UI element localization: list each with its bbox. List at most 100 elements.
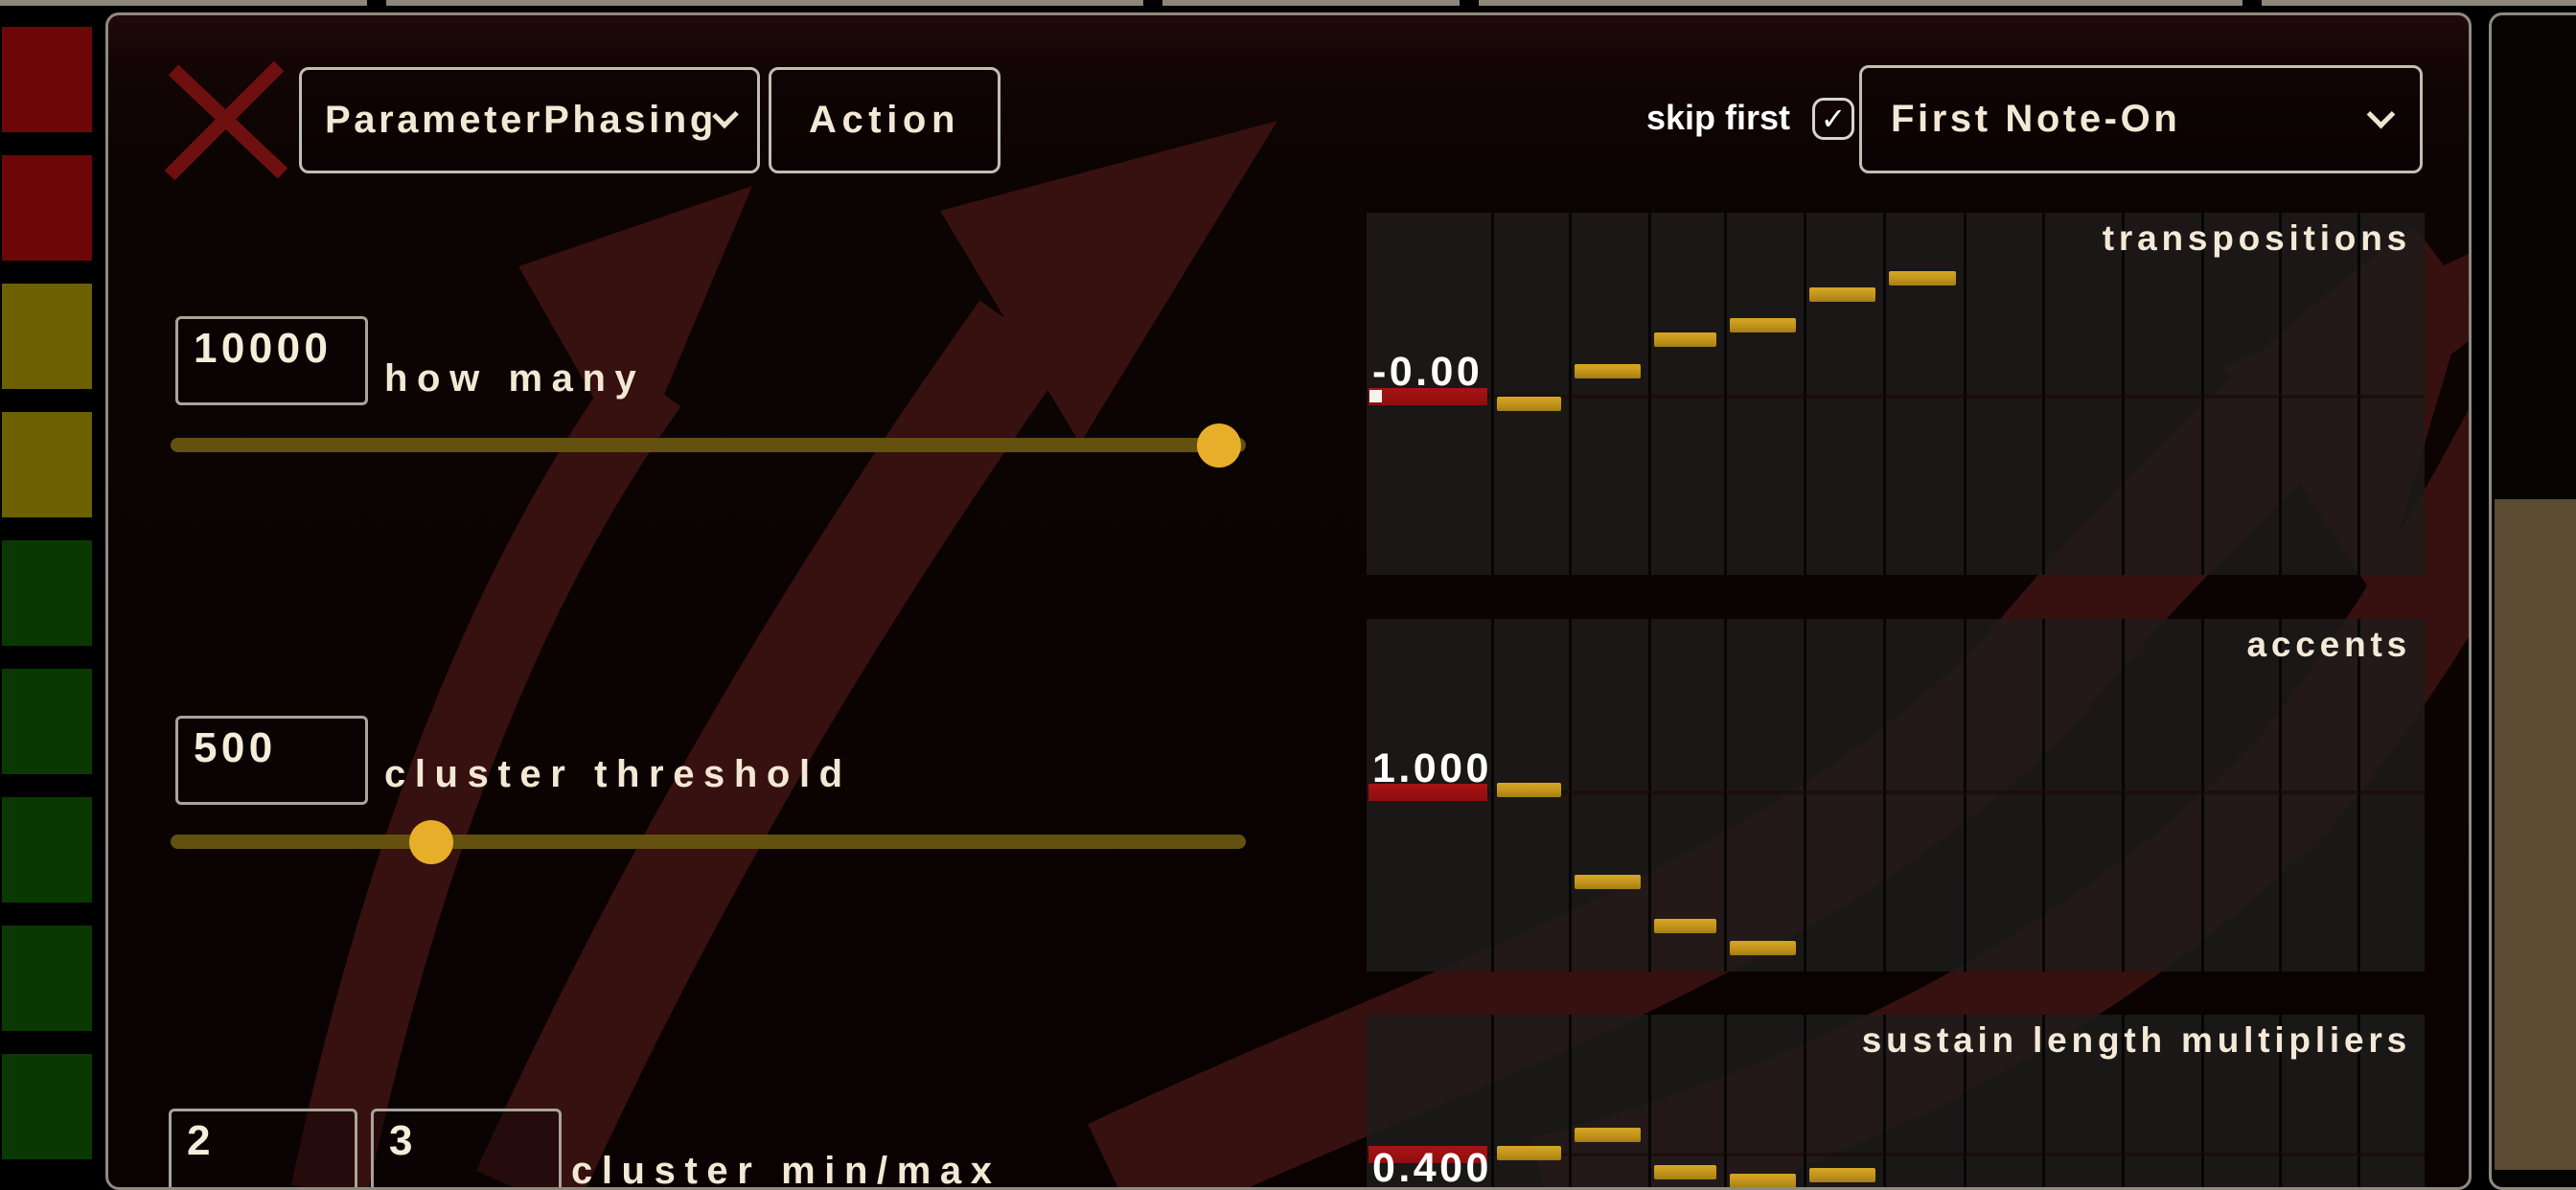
slider-knob[interactable] — [1196, 423, 1241, 468]
chart-first-value: 1.000 — [1372, 745, 1492, 791]
chart-gridline — [1491, 1015, 1495, 1187]
right-neighbor-window — [2489, 12, 2576, 1190]
chart-gridline — [1963, 1015, 1966, 1187]
cluster-min-numberbox[interactable]: 2 — [169, 1109, 357, 1187]
chart-gridline — [2122, 619, 2126, 972]
cluster-threshold-slider[interactable] — [171, 819, 1246, 865]
chart-baseline — [1367, 790, 2425, 794]
color-swatch[interactable] — [2, 284, 92, 389]
chart-gridline — [2122, 1015, 2126, 1187]
chart-gridline — [2201, 1015, 2205, 1187]
chart-baseline — [1367, 1153, 2425, 1156]
chart-title: sustain length multipliers — [1861, 1020, 2411, 1060]
chart-first-value: -0.00 — [1372, 349, 1484, 395]
sustain-multislider[interactable]: sustain length multipliers 0.400 — [1367, 1015, 2425, 1190]
cluster-minmax-label: cluster min/max — [571, 1150, 1001, 1190]
chart-bar — [1574, 364, 1641, 378]
chart-gridline — [1724, 213, 1728, 575]
chart-gridline — [2042, 619, 2046, 972]
chart-baseline — [1367, 395, 2425, 399]
chart-gridline — [1568, 619, 1572, 972]
preset-dropdown[interactable]: ParameterPhasing — [299, 67, 760, 173]
right-window-tan-block — [2495, 499, 2576, 1170]
chart-bar — [1653, 919, 1717, 933]
top-window-edge — [0, 0, 2576, 6]
chart-bar-current — [1368, 388, 1488, 405]
chart-bar — [1730, 318, 1796, 332]
chart-gridline — [1568, 1015, 1572, 1187]
check-icon: ✓ — [1820, 102, 1847, 136]
chart-bar — [1653, 332, 1717, 347]
chart-bar — [1497, 1146, 1561, 1160]
chart-title: transpositions — [2102, 218, 2411, 258]
window-separator-notch — [2242, 0, 2262, 6]
chart-bar — [1497, 783, 1561, 797]
chart-gridline — [1882, 1015, 1886, 1187]
chart-gridline — [2201, 619, 2205, 972]
cluster-threshold-numberbox[interactable]: 500 — [175, 716, 368, 805]
chart-bar — [1808, 1168, 1875, 1182]
chart-gridline — [1647, 213, 1651, 575]
chart-gridline — [1491, 213, 1495, 575]
window-separator-notch — [1143, 0, 1162, 6]
chart-gridline — [2042, 213, 2046, 575]
action-button-label: Action — [808, 99, 961, 141]
chart-gridline — [2122, 213, 2126, 575]
chart-bar — [1730, 1174, 1796, 1187]
how-many-numberbox[interactable]: 10000 — [175, 316, 368, 405]
color-swatch[interactable] — [2, 27, 92, 132]
chart-gridline — [2278, 619, 2282, 972]
color-swatch[interactable] — [2, 1054, 92, 1159]
chart-gridline — [1882, 619, 1886, 972]
chart-bar-current — [1368, 784, 1488, 801]
cluster-max-numberbox[interactable]: 3 — [371, 1109, 562, 1187]
skip-first-label: skip first — [1645, 98, 1790, 137]
chart-gridline — [1491, 619, 1495, 972]
cluster-threshold-label: cluster threshold — [384, 753, 852, 795]
chart-gridline — [1647, 1015, 1651, 1187]
transpositions-multislider[interactable]: transpositions -0.00 — [1367, 213, 2425, 575]
color-swatch[interactable] — [2, 797, 92, 903]
chart-selection-marker — [1369, 390, 1382, 402]
chart-gridline — [1882, 213, 1886, 575]
preset-dropdown-label: ParameterPhasing — [325, 99, 717, 141]
mode-dropdown[interactable]: First Note-On — [1859, 65, 2423, 173]
window-separator-notch — [1460, 0, 1479, 6]
chart-bar — [1574, 875, 1641, 889]
accents-multislider[interactable]: accents 1.000 — [1367, 619, 2425, 972]
chart-gridline — [2278, 213, 2282, 575]
chart-bar — [1808, 287, 1875, 302]
color-swatch[interactable] — [2, 155, 92, 261]
chart-gridline — [2358, 619, 2361, 972]
chart-gridline — [1963, 619, 1966, 972]
color-swatch[interactable] — [2, 540, 92, 646]
slider-track[interactable] — [171, 835, 1246, 849]
color-swatch[interactable] — [2, 412, 92, 517]
chart-gridline — [1724, 619, 1728, 972]
parameter-phasing-panel: ParameterPhasing Action skip first ✓ Fir… — [105, 12, 2472, 1190]
color-swatch-sidebar — [2, 27, 92, 1159]
x-close-icon[interactable] — [164, 60, 290, 181]
chart-gridline — [2278, 1015, 2282, 1187]
chart-gridline — [1568, 213, 1572, 575]
chevron-down-icon — [2366, 100, 2396, 129]
color-swatch[interactable] — [2, 669, 92, 774]
chart-gridline — [2358, 1015, 2361, 1187]
chart-gridline — [1724, 1015, 1728, 1187]
chart-bar-current — [1368, 1146, 1488, 1163]
window-separator-notch — [367, 0, 386, 6]
action-button[interactable]: Action — [769, 67, 1000, 173]
chart-gridline — [1647, 619, 1651, 972]
chart-gridline — [1963, 213, 1966, 575]
chart-title: accents — [2246, 625, 2411, 664]
color-swatch[interactable] — [2, 926, 92, 1031]
chart-bar — [1653, 1165, 1717, 1179]
chart-first-value: 0.400 — [1372, 1145, 1492, 1190]
mode-dropdown-label: First Note-On — [1891, 98, 2181, 140]
slider-knob[interactable] — [408, 820, 453, 864]
how-many-slider[interactable] — [171, 423, 1246, 469]
slider-track[interactable] — [171, 438, 1246, 452]
chart-gridline — [1803, 213, 1806, 575]
skip-first-checkbox[interactable]: ✓ — [1812, 98, 1854, 140]
chart-bar — [1497, 397, 1561, 411]
